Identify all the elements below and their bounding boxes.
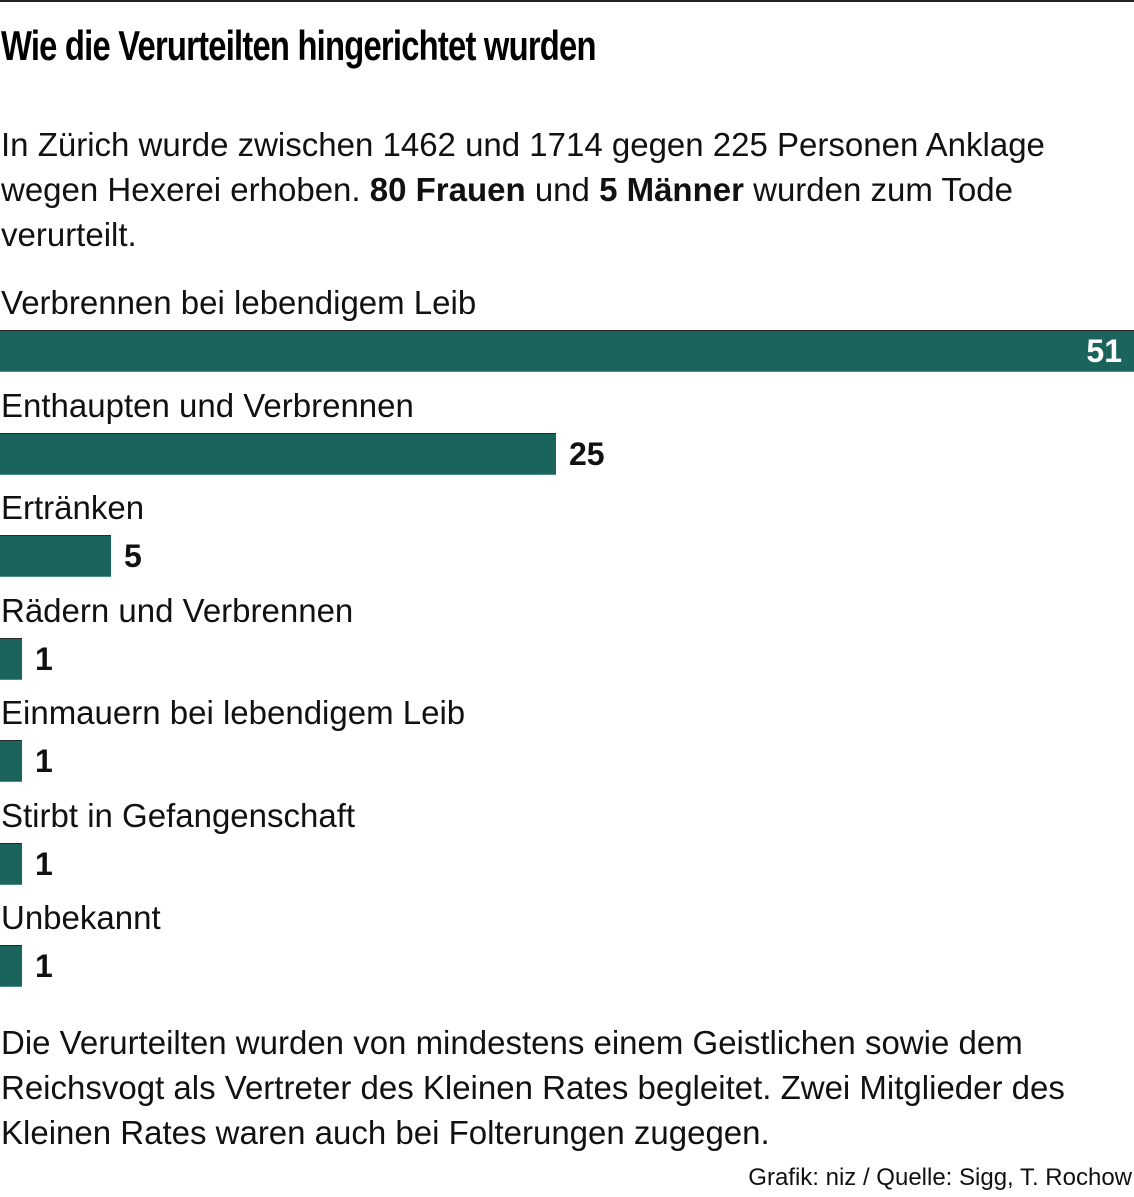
- outro-text: Die Verurteilten wurden von mindestens e…: [1, 1024, 1065, 1151]
- bar: [0, 945, 22, 987]
- chart-title: Wie die Verurteilten hingerichtet wurden: [1, 22, 596, 69]
- category-label: Enthaupten und Verbrennen: [1, 386, 414, 424]
- data-label: 1: [35, 845, 53, 882]
- data-label: 5: [124, 538, 142, 574]
- bar: [0, 330, 1134, 372]
- bar: [0, 740, 22, 782]
- data-label: 25: [569, 435, 605, 472]
- bar-chart: Verbrennen bei lebendigem Leib 51 Enthaupt…: [0, 280, 1134, 1000]
- intro-women-count: 80 Frauen: [369, 171, 526, 208]
- category-label: Verbrennen bei lebendigem Leib: [1, 284, 477, 321]
- category-label: Rädern und Verbrennen: [1, 591, 354, 629]
- category-label: Ertränken: [1, 489, 145, 526]
- source-credit: Grafik: niz / Quelle: Sigg, T. Rochow: [748, 1164, 1132, 1191]
- data-label: 51: [1086, 333, 1122, 369]
- category-label: Einmauern bei lebendigem Leib: [1, 694, 466, 731]
- intro-part1: In Zürich wurde zwischen 1462 und 1714 g…: [1, 126, 1045, 208]
- intro-part3: wurden zum Tode verurteilt.: [1, 171, 1013, 253]
- bar: [0, 637, 22, 680]
- category-label: Stirbt in Gefangenschaft: [1, 796, 356, 834]
- data-label: 1: [35, 640, 53, 677]
- category-label: Unbekannt: [1, 899, 161, 936]
- bar: [0, 842, 22, 885]
- data-label: 1: [35, 948, 53, 984]
- bar: [0, 432, 556, 475]
- intro-text: In Zürich wurde zwischen 1462 und 1714 g…: [1, 122, 1131, 257]
- bar: [0, 535, 111, 577]
- top-rule: [0, 0, 1134, 2]
- intro-part2: und: [525, 171, 600, 208]
- intro-men-count: 5 Männer: [599, 171, 744, 208]
- data-label: 1: [35, 743, 53, 779]
